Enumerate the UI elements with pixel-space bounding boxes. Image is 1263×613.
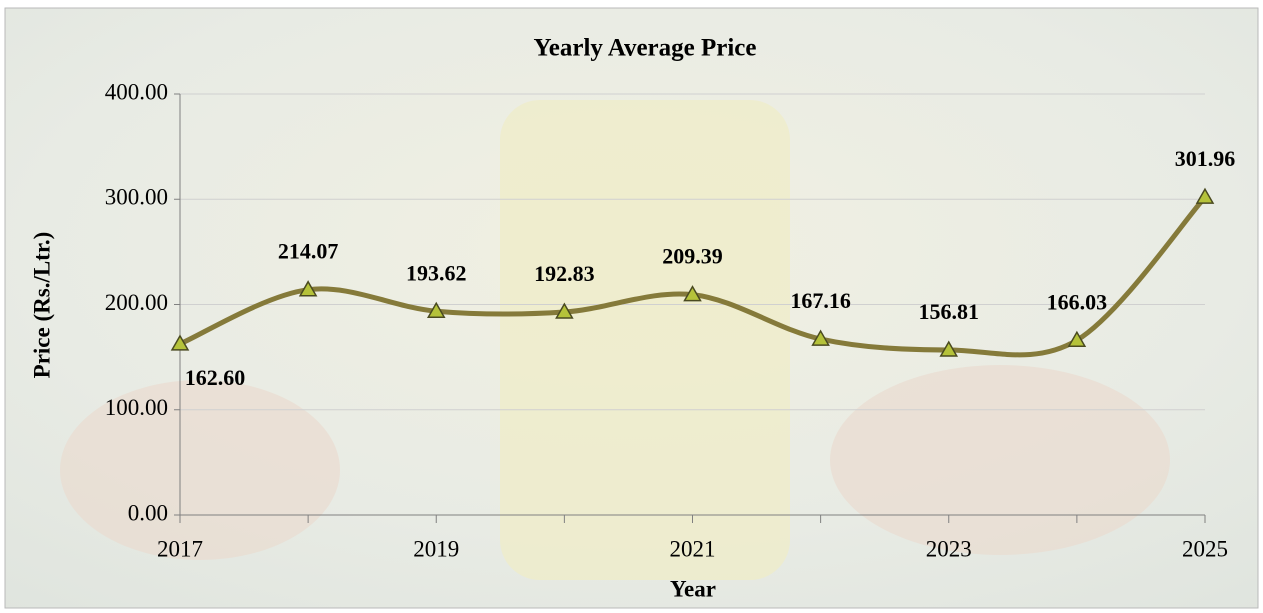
y-tick-label: 100.00 — [105, 395, 168, 420]
x-tick-label: 2021 — [670, 536, 716, 561]
data-label: 301.96 — [1175, 146, 1236, 171]
chart-title: Yearly Average Price — [533, 35, 756, 62]
bottle-decoration — [500, 100, 790, 580]
data-label: 214.07 — [278, 239, 339, 264]
x-tick-label: 2019 — [413, 536, 459, 561]
x-tick-label: 2023 — [926, 536, 972, 561]
data-label: 167.16 — [790, 288, 851, 313]
chart: Yearly Average Price Price (Rs./Ltr.) Ye… — [0, 0, 1263, 613]
y-tick-label: 0.00 — [128, 500, 168, 525]
y-tick-label: 200.00 — [105, 290, 168, 315]
y-tick-label: 300.00 — [105, 185, 168, 210]
coconut-decoration — [60, 380, 340, 560]
x-tick-label: 2025 — [1182, 536, 1228, 561]
data-label: 193.62 — [406, 260, 467, 285]
page: Yearly Average Price Price (Rs./Ltr.) Ye… — [0, 0, 1263, 613]
x-axis-label: Year — [670, 576, 716, 601]
y-axis-label: Price (Rs./Ltr.) — [29, 232, 54, 379]
data-label: 162.60 — [185, 365, 246, 390]
y-tick-label: 400.00 — [105, 79, 168, 104]
data-label: 192.83 — [534, 261, 595, 286]
data-label: 166.03 — [1047, 289, 1108, 314]
data-label: 156.81 — [919, 299, 980, 324]
x-tick-label: 2017 — [157, 536, 203, 561]
data-label: 209.39 — [662, 244, 723, 269]
coconut-decoration — [830, 365, 1170, 555]
